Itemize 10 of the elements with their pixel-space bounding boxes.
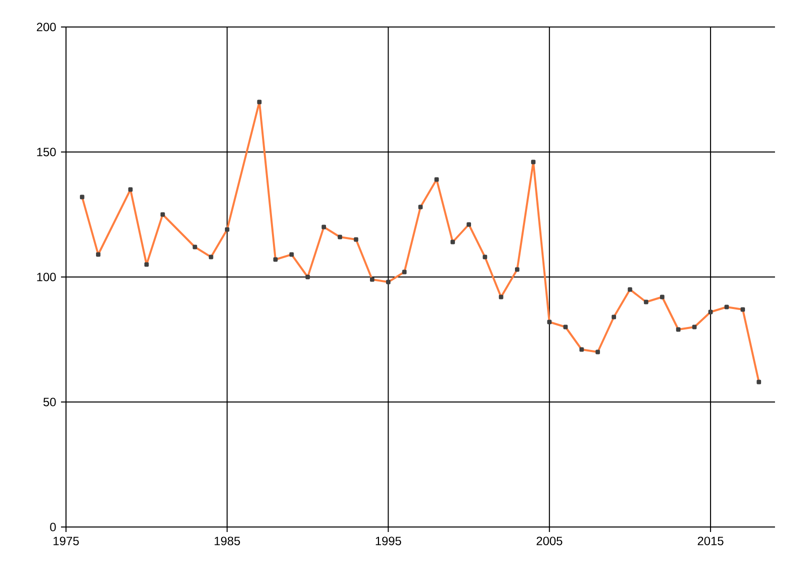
x-tick-label: 1985 [214, 536, 240, 546]
x-tick-label: 2015 [698, 536, 724, 546]
y-tick-label: 50 [43, 398, 56, 406]
y-tick-label: 150 [37, 148, 56, 156]
y-tick-label: 100 [37, 272, 56, 282]
x-tick-label: 1995 [376, 536, 402, 546]
y-tick-label: 200 [36, 22, 56, 32]
x-tick-label: 1975 [54, 536, 79, 546]
y-tick-label: 0 [50, 522, 56, 532]
x-tick-label: 2005 [536, 536, 562, 546]
